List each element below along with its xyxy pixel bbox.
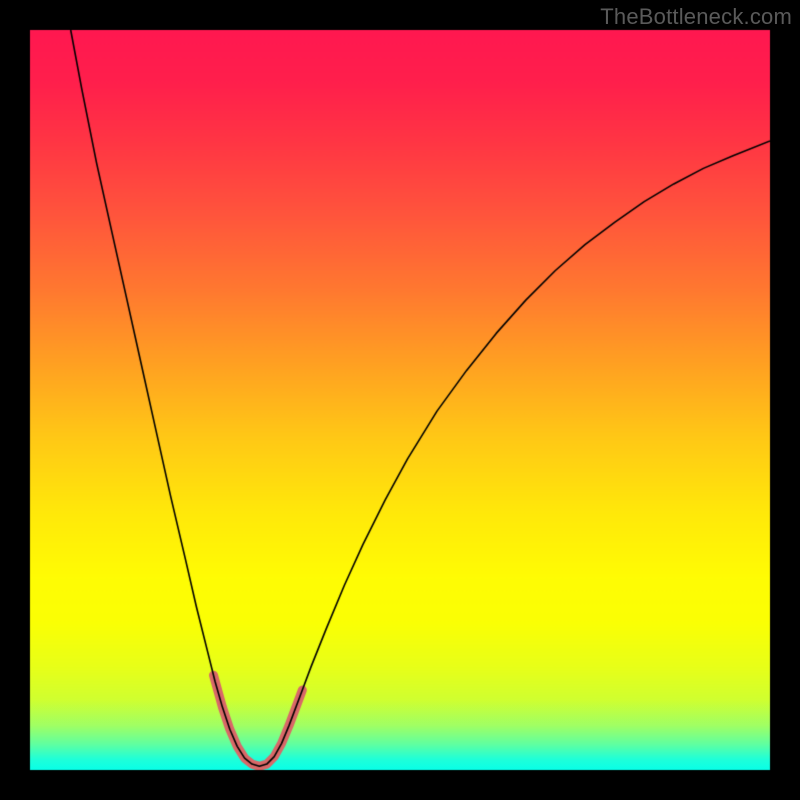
chart-container: TheBottleneck.com	[0, 0, 800, 800]
watermark-text: TheBottleneck.com	[600, 4, 792, 30]
bottleneck-chart-canvas	[0, 0, 800, 800]
